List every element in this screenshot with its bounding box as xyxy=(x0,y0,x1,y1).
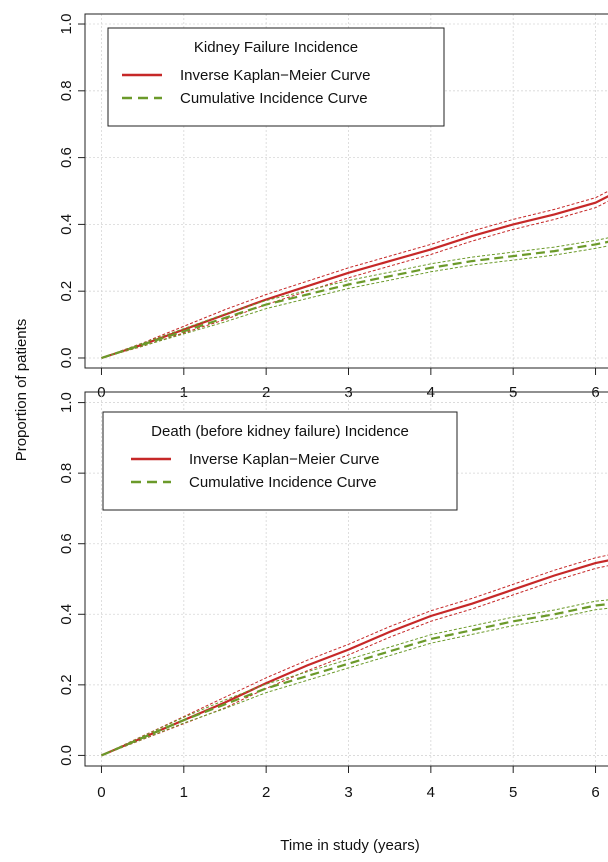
series-line-ci xyxy=(101,603,608,757)
y-tick-label: 0.0 xyxy=(58,745,75,766)
series-lower-ci xyxy=(101,245,608,359)
legend-title: Death (before kidney failure) Incidence xyxy=(151,423,409,440)
y-tick-label: 0.2 xyxy=(58,281,75,302)
series-lower-ci xyxy=(101,200,608,359)
x-tick-label: 4 xyxy=(427,784,435,801)
y-tick-label: 0.4 xyxy=(58,604,75,625)
panel-2: 0 1 2 3 4 5 6 0.0 0.2 0.4 0.6 0.8 1.0 Death (before k… xyxy=(58,391,608,801)
y-tick-label: 1.0 xyxy=(58,392,75,413)
legend: Kidney Failure Incidence Inverse Kaplan−M… xyxy=(107,27,445,127)
x-axis-label: Time in study (years) xyxy=(280,837,419,854)
x-tick-label: 3 xyxy=(344,784,352,801)
series-upper-ci xyxy=(101,554,608,756)
x-tick-label: 2 xyxy=(262,784,270,801)
series-line-ci xyxy=(101,240,608,360)
series-line-km xyxy=(101,195,608,360)
legend-label: Inverse Kaplan−Meier Curve xyxy=(180,67,371,84)
y-tick-label: 0.6 xyxy=(58,147,75,168)
legend-label: Inverse Kaplan−Meier Curve xyxy=(189,451,380,468)
series-lower-ci xyxy=(101,607,608,756)
y-axis-label: Proportion of patients xyxy=(13,319,30,462)
y-tick-label: 0.2 xyxy=(58,674,75,695)
legend-box xyxy=(102,411,458,511)
series-upper-ci xyxy=(101,190,608,359)
y-tick-label: 1.0 xyxy=(58,14,75,35)
x-tick-label: 5 xyxy=(509,784,517,801)
series-upper-ci xyxy=(101,237,608,359)
y-tick-label: 0.6 xyxy=(58,533,75,554)
series-lower-ci xyxy=(101,565,608,756)
x-tick-label: 1 xyxy=(180,784,188,801)
y-tick-label: 0.0 xyxy=(58,348,75,369)
series-upper-ci xyxy=(101,599,608,756)
legend: Death (before kidney failure) Incidence I… xyxy=(102,411,458,511)
series-line-km xyxy=(101,559,608,757)
y-tick-label: 0.8 xyxy=(58,463,75,484)
legend-title: Kidney Failure Incidence xyxy=(194,39,358,56)
x-tick-label: 6 xyxy=(591,784,599,801)
legend-label: Cumulative Incidence Curve xyxy=(180,90,368,107)
legend-box xyxy=(107,27,445,127)
x-tick-label: 0 xyxy=(97,784,105,801)
y-tick-label: 0.4 xyxy=(58,214,75,235)
legend-label: Cumulative Incidence Curve xyxy=(189,474,377,491)
y-tick-label: 0.8 xyxy=(58,80,75,101)
